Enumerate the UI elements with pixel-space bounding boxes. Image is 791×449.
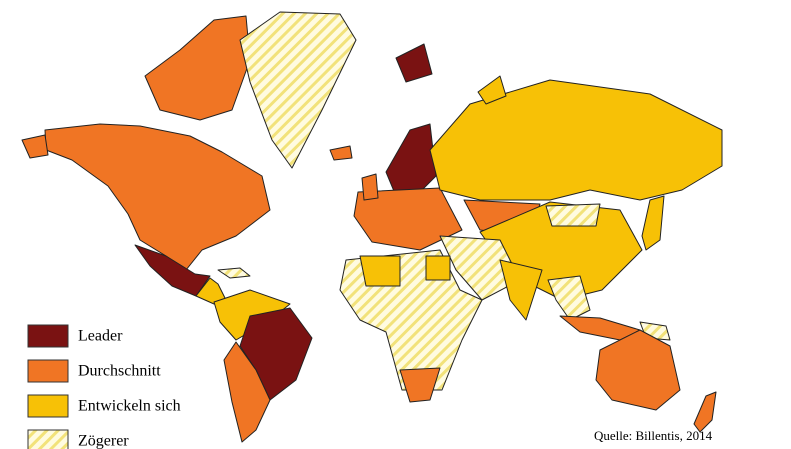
legend-swatch [27,324,69,348]
greenland [239,11,357,169]
japan [641,195,665,251]
arctic-russia [477,75,507,105]
egypt [425,255,451,281]
arctic-islands [144,15,251,121]
new-zealand [693,391,717,433]
legend-swatch [27,429,69,449]
middle-east [439,235,521,301]
mongolia [545,203,601,227]
svalbard [395,43,433,83]
central-america [195,277,227,305]
southeast-asia [547,275,591,321]
legend-label: Zögerer [78,433,129,449]
canada-usa [44,123,271,271]
source-note: Quelle: Billentis, 2014 [594,428,713,443]
algeria [359,255,401,287]
india [499,259,543,321]
mexico [134,244,211,297]
legend-swatch [27,359,69,383]
iceland [329,145,353,161]
countries [21,11,723,443]
argentina-chile [223,341,271,443]
caribbean [217,267,251,279]
australia [595,329,681,411]
russia [429,79,723,201]
legend-label: Durchschnitt [78,363,161,380]
legend-label: Leader [78,328,123,345]
legend-swatch [27,394,69,418]
uk [361,173,379,201]
scandinavia [385,123,437,197]
legend-label: Entwickeln sich [78,398,181,415]
south-africa [399,367,441,403]
legend: Leader Durchschnitt Entwickeln sich Zögerer [27,324,181,449]
brazil [239,307,313,401]
alaska-islands [21,134,49,159]
